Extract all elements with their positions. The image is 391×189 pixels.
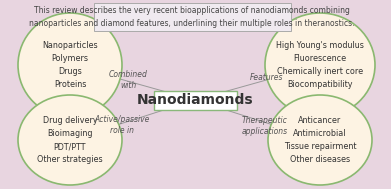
Text: Therapeutic
applications: Therapeutic applications	[242, 116, 288, 136]
Text: Nanodiamonds: Nanodiamonds	[137, 93, 253, 107]
Text: Active/passive
role in: Active/passive role in	[94, 115, 150, 135]
Text: Anticancer
Antimicrobial
Tissue repairment
Other diseases: Anticancer Antimicrobial Tissue repairme…	[284, 116, 356, 164]
Text: Features: Features	[250, 74, 284, 83]
Text: Drug delivery
Bioimaging
PDT/PTT
Other strategies: Drug delivery Bioimaging PDT/PTT Other s…	[37, 116, 103, 164]
Text: This review describes the very recent bioapplications of nanodiamonds combining
: This review describes the very recent bi…	[29, 6, 355, 28]
Ellipse shape	[18, 95, 122, 185]
Text: Combined
with: Combined with	[109, 70, 147, 90]
Ellipse shape	[265, 13, 375, 117]
Ellipse shape	[268, 95, 372, 185]
Text: High Young's modulus
Fluorescence
Chemically inert core
Biocompatibility: High Young's modulus Fluorescence Chemic…	[276, 41, 364, 89]
Ellipse shape	[18, 13, 122, 117]
FancyBboxPatch shape	[154, 91, 237, 109]
FancyBboxPatch shape	[94, 3, 291, 31]
Text: Nanoparticles
Polymers
Drugs
Proteins: Nanoparticles Polymers Drugs Proteins	[42, 41, 98, 89]
